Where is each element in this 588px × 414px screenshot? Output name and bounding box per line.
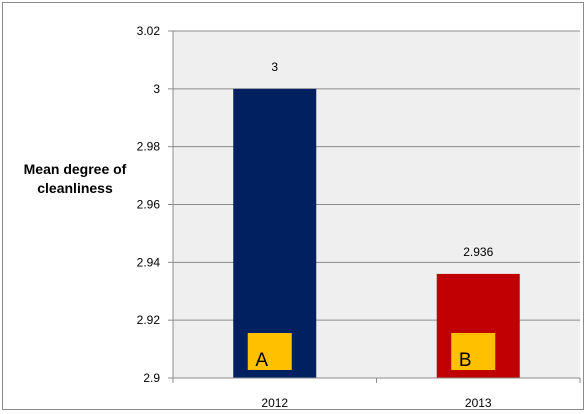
y-tick-label: 2.92 <box>137 313 161 327</box>
y-tick-label: 3.02 <box>137 24 161 38</box>
x-tick-label: 2013 <box>465 396 492 410</box>
data-label: 3 <box>271 60 278 74</box>
bar-badge-label: A <box>255 350 268 371</box>
y-tick-label: 2.9 <box>143 371 160 385</box>
y-axis-title: cleanliness <box>37 180 113 196</box>
bar-badge-box <box>247 333 292 370</box>
bar-badge-label: B <box>459 350 472 371</box>
data-label: 2.936 <box>463 245 493 259</box>
x-tick-label: 2012 <box>261 396 288 410</box>
bar-badge-box <box>451 333 496 370</box>
y-tick-label: 2.94 <box>137 255 161 269</box>
y-tick-label: 2.98 <box>137 140 161 154</box>
y-tick-label: 3 <box>153 82 160 96</box>
y-tick-label: 2.96 <box>137 198 161 212</box>
y-axis-title: Mean degree of <box>24 161 127 177</box>
bar-2012 <box>233 88 317 378</box>
